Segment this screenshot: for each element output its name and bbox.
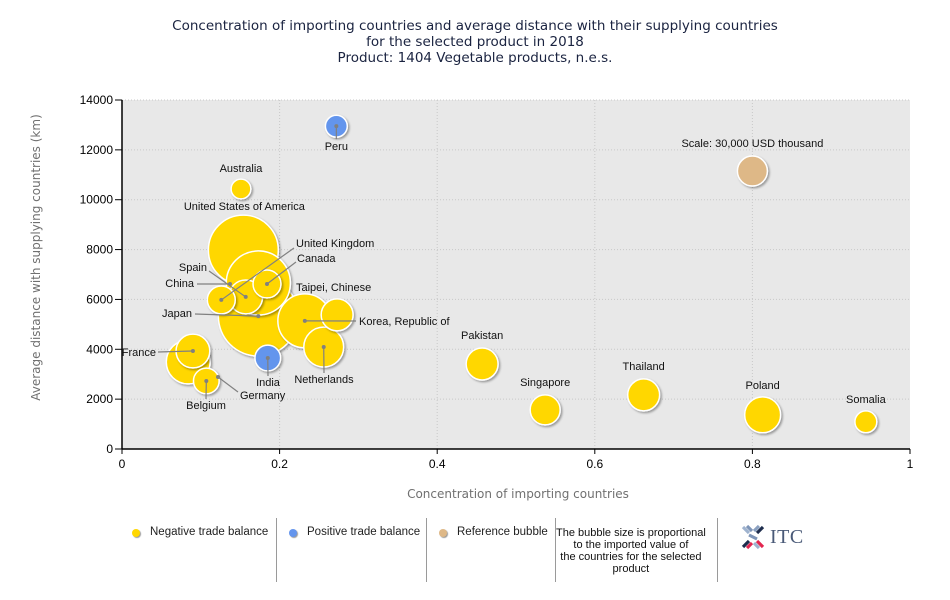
title-line-3: Product: 1404 Vegetable products, n.e.s. [337,50,613,66]
legend-marker-reference [439,529,447,537]
bubble-label-pakistan: Pakistan [461,330,503,342]
legend: Negative trade balance Positive trade ba… [120,518,718,582]
bubble-somalia[interactable] [854,410,878,434]
itc-logo: ITC [740,524,804,550]
legend-item-reference[interactable]: Reference bubble [427,518,556,582]
bubble-pakistan[interactable] [465,347,499,381]
x-tick-label: 0 [119,457,126,471]
note-line: to the imported value of [573,539,689,551]
bubble-singapore[interactable] [529,394,561,426]
leader-line-japan [194,313,259,317]
reference-bubble-label: Scale: 30,000 USD thousand [681,138,823,150]
bubble-center-dot [256,314,261,319]
y-tick-label: 10000 [80,193,114,207]
bubble-label-india: India [256,377,281,389]
bubble-label-poland: Poland [746,380,780,392]
note-line: the countries for the selected [560,551,702,563]
x-tick-label: 0.4 [429,457,446,471]
y-tick-label: 14000 [80,93,114,107]
legend-label: Negative trade balance [150,526,269,538]
bubble-taipei-chinese[interactable] [320,298,354,332]
bubble-label-canada: Canada [297,253,336,265]
title-line-2: for the selected product in 2018 [366,34,584,50]
leader-line-germany [217,376,239,393]
legend-marker-positive [289,529,297,537]
bubble-label-somalia: Somalia [846,394,887,406]
reference-bubble[interactable] [736,155,769,187]
bubble-label-netherlands: Netherlands [294,374,354,386]
bubble-label-taipei-chinese: Taipei, Chinese [296,282,371,294]
bubble-label-peru: Peru [325,141,348,153]
y-tick-label: 6000 [86,292,113,306]
y-tick-label: 2000 [86,392,113,406]
leader-line-spain [208,270,247,298]
bubble-center-dot [334,124,339,129]
x-tick-label: 0.8 [744,457,761,471]
x-tick-label: 0.6 [586,457,603,471]
bubble-center-dot [219,297,224,302]
bubble-label-australia: Australia [220,163,264,175]
leader-line-canada [266,261,297,285]
leader-line-france [157,350,193,353]
y-tick-label: 4000 [86,342,113,356]
leader-line-united-kingdom [220,247,295,301]
x-tick-label: 0.2 [271,457,288,471]
bubbles [165,114,878,434]
y-tick-label: 12000 [80,143,114,157]
itc-logo-icon [741,524,765,550]
x-axis-title: Concentration of importing countries [407,487,629,501]
x-tick-label: 1 [907,457,914,471]
legend-label: Positive trade balance [307,526,421,538]
bubble-label-united-states-of-america: United States of America [184,201,306,213]
y-tick-label: 8000 [86,243,113,257]
bubble-center-dot [216,375,220,379]
y-axis-title: Average distance with supplying countrie… [29,114,43,401]
bubble-label-china: China [165,278,195,290]
bubble-thailand[interactable] [626,378,661,412]
title-line-1: Concentration of importing countries and… [172,18,778,34]
bubble-center-dot [243,294,248,299]
legend-marker-negative [132,529,140,537]
bubble-label-japan: Japan [162,308,192,320]
bubble-label-germany: Germany [240,390,286,402]
legend-item-positive[interactable]: Positive trade balance [277,518,427,582]
bubble-label-united-kingdom: United Kingdom [296,238,374,250]
itc-logo-text: ITC [770,525,804,548]
bubble-center-dot [204,378,209,383]
axes: 0 0.2 0.4 0.6 0.8 1 0 2000 4000 6000 8000 10000 1200… [80,93,914,471]
bubble-center-dot [321,345,326,350]
bubble-label-france: France [122,347,156,359]
bubble-label-belgium: Belgium [186,400,226,412]
gridlines [122,99,910,449]
bubble-labels: Scale: 30,000 USD thousand Japan United St… [122,124,887,412]
note-line: product [612,563,650,575]
legend-size-note: The bubble size is proportional to the i… [556,518,718,582]
note-line: The bubble size is proportional [556,527,706,539]
bubble-center-dot [302,318,307,323]
legend-item-negative[interactable]: Negative trade balance [120,518,277,582]
bubble-label-singapore: Singapore [520,377,570,389]
chart-title: Concentration of importing countries and… [0,18,950,66]
bubble-label-thailand: Thailand [623,361,665,373]
bubble-chart: 0 0.2 0.4 0.6 0.8 1 0 2000 4000 6000 8000 10000 1200… [29,93,914,501]
bubble-center-dot [265,356,270,361]
bubble-center-dot [264,281,269,286]
bubble-label-korea-republic-of: Korea, Republic of [359,316,450,328]
bubble-center-dot [190,349,195,354]
bubble-poland[interactable] [743,396,782,434]
bubble-label-spain: Spain [179,262,207,274]
y-tick-label: 0 [106,442,113,456]
bubble-australia[interactable] [230,178,252,200]
legend-label: Reference bubble [457,526,548,538]
